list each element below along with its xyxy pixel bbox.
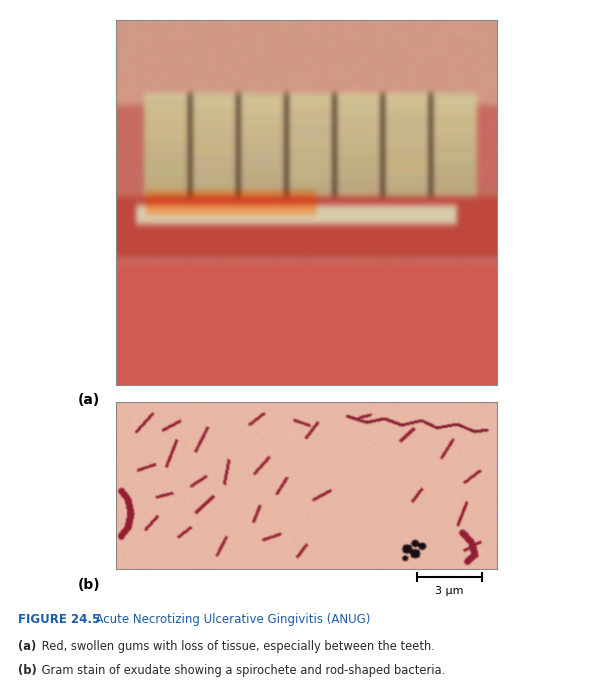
Text: (b): (b) bbox=[18, 664, 37, 677]
Text: (a): (a) bbox=[77, 393, 99, 407]
Text: 3 μm: 3 μm bbox=[435, 586, 464, 597]
Text: FIGURE 24.5: FIGURE 24.5 bbox=[18, 613, 100, 626]
Text: Acute Necrotizing Ulcerative Gingivitis (ANUG): Acute Necrotizing Ulcerative Gingivitis … bbox=[88, 613, 371, 626]
Text: Red, swollen gums with loss of tissue, especially between the teeth.: Red, swollen gums with loss of tissue, e… bbox=[38, 640, 435, 653]
Text: (b): (b) bbox=[77, 578, 100, 592]
Text: Gram stain of exudate showing a spirochete and rod-shaped bacteria.: Gram stain of exudate showing a spiroche… bbox=[38, 664, 445, 677]
Text: (a): (a) bbox=[18, 640, 36, 653]
